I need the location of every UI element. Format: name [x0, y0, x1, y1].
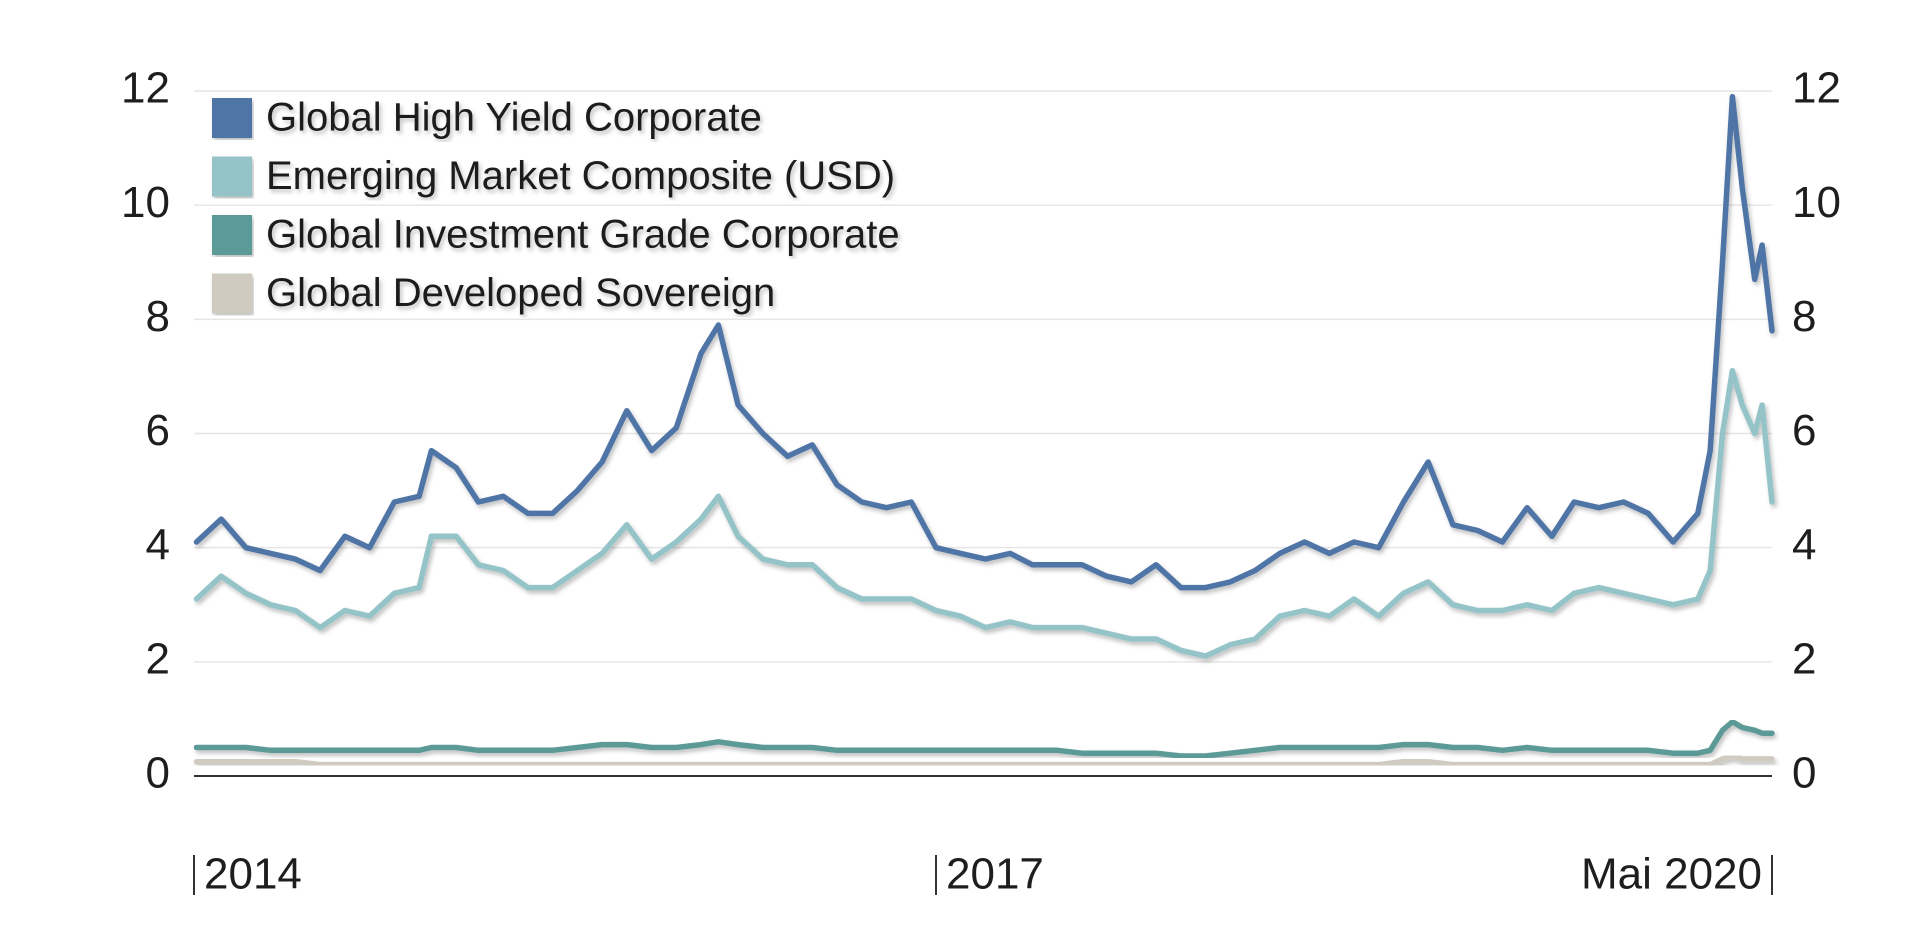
y2-tick-label: 2 [1792, 634, 1816, 683]
series-line [193, 719, 1775, 759]
legend-label: Global Investment Grade Corporate [266, 213, 900, 257]
y-tick-label: 6 [146, 406, 170, 455]
lines [193, 93, 1775, 768]
legend-label: Emerging Market Composite (USD) [266, 154, 895, 198]
y2-tick-label: 8 [1792, 292, 1816, 341]
y2-tick-label: 4 [1792, 520, 1816, 569]
y2-tick-label: 10 [1792, 178, 1841, 227]
legend-label: Global Developed Sovereign [266, 271, 775, 315]
series-line [193, 93, 1775, 591]
series-line [193, 367, 1775, 659]
y-tick-label: 10 [121, 178, 170, 227]
grid [194, 90, 1772, 777]
y-tick-label: 8 [146, 292, 170, 341]
y2-tick-label: 0 [1792, 749, 1816, 798]
legend: Global High Yield Corporate Emerging Mark… [212, 96, 900, 315]
x-tick-label: 2014 [204, 850, 302, 899]
y-tick-label: 4 [146, 520, 170, 569]
y-tick-label: 2 [146, 634, 170, 683]
series-line [193, 753, 1775, 768]
y-tick-label: 12 [121, 64, 170, 113]
legend-swatch [212, 98, 252, 138]
legend-swatch [212, 156, 252, 197]
x-tick-label: 2017 [946, 850, 1044, 899]
y-tick-label: 0 [146, 749, 170, 798]
y2-tick-label: 12 [1792, 64, 1841, 113]
y2-tick-label: 6 [1792, 406, 1816, 455]
legend-label: Global High Yield Corporate [266, 96, 762, 140]
x-tick-label: Mai 2020 [1581, 850, 1762, 899]
legend-swatch [212, 215, 252, 255]
axes: 0 0 2 2 4 4 6 6 8 8 10 10 12 12 2014 2017 Mai 2020 [121, 64, 1841, 899]
legend-swatch [212, 273, 252, 314]
